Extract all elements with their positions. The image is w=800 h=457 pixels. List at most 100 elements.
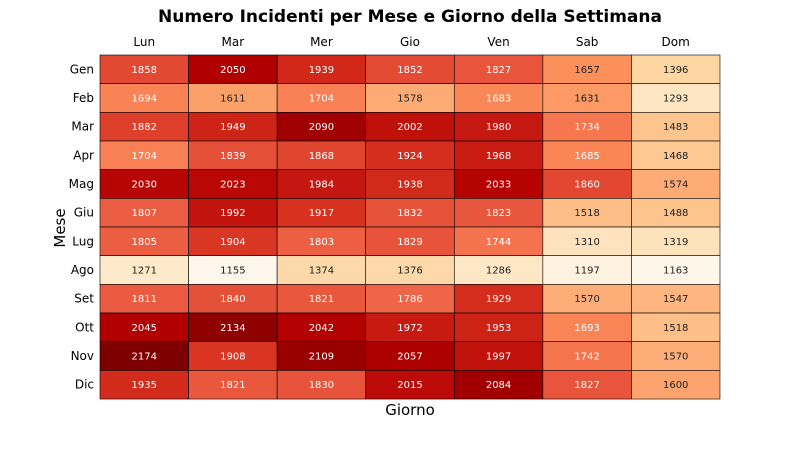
heatmap-cell-value: 1821 xyxy=(309,294,334,305)
heatmap-cell-value: 1694 xyxy=(132,94,157,105)
heatmap-cell xyxy=(99,54,189,84)
heatmap-cell xyxy=(276,341,367,371)
heatmap-cell-value: 1811 xyxy=(132,294,157,305)
heatmap-cell-value: 1917 xyxy=(309,208,334,219)
heatmap-cell xyxy=(542,112,632,142)
heatmap-cell-value: 1155 xyxy=(220,266,245,277)
heatmap-cell-value: 1483 xyxy=(663,122,688,133)
x-tick-label: Lun xyxy=(133,35,155,49)
heatmap-cell xyxy=(276,284,367,314)
heatmap-cell-value: 1935 xyxy=(132,380,157,391)
x-tick-label: Gio xyxy=(400,35,420,49)
heatmap-cell xyxy=(276,312,367,342)
heatmap-cell-value: 1805 xyxy=(132,237,157,248)
y-tick-label: Ago xyxy=(71,263,94,277)
heatmap-cell xyxy=(542,54,632,84)
heatmap-cell-value: 1997 xyxy=(486,352,511,363)
heatmap-cell xyxy=(99,140,189,170)
heatmap-cell-value: 1693 xyxy=(574,323,599,334)
y-tick-label: Feb xyxy=(73,91,94,105)
x-tick-labels: Lun Mar Mer Gio Ven Sab Dom xyxy=(133,35,689,49)
heatmap-cell-value: 2050 xyxy=(220,65,245,76)
heatmap-cell xyxy=(365,140,455,170)
heatmap-cell xyxy=(99,370,189,400)
heatmap-cell-value: 2045 xyxy=(132,323,157,334)
heatmap-cell-value: 1832 xyxy=(397,208,422,219)
heatmap-cell xyxy=(453,341,544,371)
heatmap-cell xyxy=(542,312,632,342)
x-tick-label: Mer xyxy=(310,35,333,49)
heatmap-cell-value: 1685 xyxy=(574,151,599,162)
y-tick-label: Dic xyxy=(75,378,94,392)
heatmap-cell-value: 2015 xyxy=(397,380,422,391)
heatmap-cell xyxy=(276,112,367,142)
heatmap-cell xyxy=(631,370,721,400)
heatmap-cell xyxy=(453,312,544,342)
heatmap-cell-value: 2002 xyxy=(397,122,422,133)
heatmap-cell-value: 1600 xyxy=(663,380,688,391)
heatmap-cell-value: 2033 xyxy=(486,180,511,191)
heatmap-cell-value: 1376 xyxy=(397,266,422,277)
heatmap-cell-value: 1570 xyxy=(663,352,688,363)
heatmap-cell xyxy=(453,255,544,285)
heatmap-cell xyxy=(631,112,721,142)
heatmap-cell xyxy=(188,140,278,170)
heatmap-cell xyxy=(542,140,632,170)
heatmap-cell-value: 2109 xyxy=(309,352,334,363)
cells-layer: 1858 2050 1939 1852 1827 1657 1396 1694 1611 1704… xyxy=(99,54,721,400)
heatmap-cell-value: 1807 xyxy=(132,208,157,219)
heatmap-cell-value: 1852 xyxy=(397,65,422,76)
heatmap-cell-value: 1972 xyxy=(397,323,422,334)
heatmap-cell xyxy=(99,198,189,228)
heatmap-cell-value: 1904 xyxy=(220,237,245,248)
y-tick-label: Mar xyxy=(71,120,94,134)
y-tick-label: Nov xyxy=(71,349,94,363)
x-tick-label: Mar xyxy=(222,35,245,49)
heatmap-cell-value: 1803 xyxy=(309,237,334,248)
heatmap-cell xyxy=(631,312,721,342)
heatmap-cell-value: 1858 xyxy=(132,65,157,76)
heatmap-cell xyxy=(276,226,367,256)
heatmap-cell-value: 1823 xyxy=(486,208,511,219)
heatmap-cell-value: 1518 xyxy=(663,323,688,334)
heatmap-cell xyxy=(365,226,455,256)
heatmap-cell-value: 1984 xyxy=(309,180,334,191)
heatmap-cell-value: 1860 xyxy=(574,180,599,191)
heatmap-cell-value: 1786 xyxy=(397,294,422,305)
heatmap-cell xyxy=(542,255,632,285)
heatmap-cell xyxy=(542,226,632,256)
heatmap-cell xyxy=(453,112,544,142)
heatmap-cell xyxy=(365,255,455,285)
heatmap-cell-value: 1374 xyxy=(309,266,334,277)
y-axis-label: Mese xyxy=(51,208,69,247)
heatmap-cell-value: 1908 xyxy=(220,352,245,363)
heatmap-cell-value: 2174 xyxy=(132,352,157,363)
heatmap-cell xyxy=(276,198,367,228)
y-tick-label: Giu xyxy=(74,206,94,220)
heatmap-cell-value: 1319 xyxy=(663,237,688,248)
heatmap-cell-value: 1827 xyxy=(486,65,511,76)
y-tick-label: Set xyxy=(74,292,94,306)
heatmap-cell-value: 1197 xyxy=(574,266,599,277)
heatmap-cell-value: 1939 xyxy=(309,65,334,76)
heatmap-cell-value: 1488 xyxy=(663,208,688,219)
heatmap-cell-value: 1518 xyxy=(574,208,599,219)
heatmap-cell-value: 1683 xyxy=(486,94,511,105)
heatmap-cell-value: 2057 xyxy=(397,352,422,363)
heatmap-cell xyxy=(99,312,189,342)
heatmap-cell xyxy=(188,54,278,84)
heatmap-cell-value: 1929 xyxy=(486,294,511,305)
heatmap-cell-value: 2084 xyxy=(486,380,511,391)
y-tick-label: Ott xyxy=(75,320,94,334)
heatmap-cell-value: 1827 xyxy=(574,380,599,391)
heatmap-cell-value: 1830 xyxy=(309,380,334,391)
heatmap-cell-value: 1742 xyxy=(574,352,599,363)
heatmap-cell xyxy=(365,341,455,371)
heatmap-cell xyxy=(365,312,455,342)
heatmap-cell xyxy=(453,83,544,113)
heatmap-cell-value: 1953 xyxy=(486,323,511,334)
heatmap-cell-value: 1570 xyxy=(574,294,599,305)
heatmap-cell-value: 1704 xyxy=(309,94,334,105)
